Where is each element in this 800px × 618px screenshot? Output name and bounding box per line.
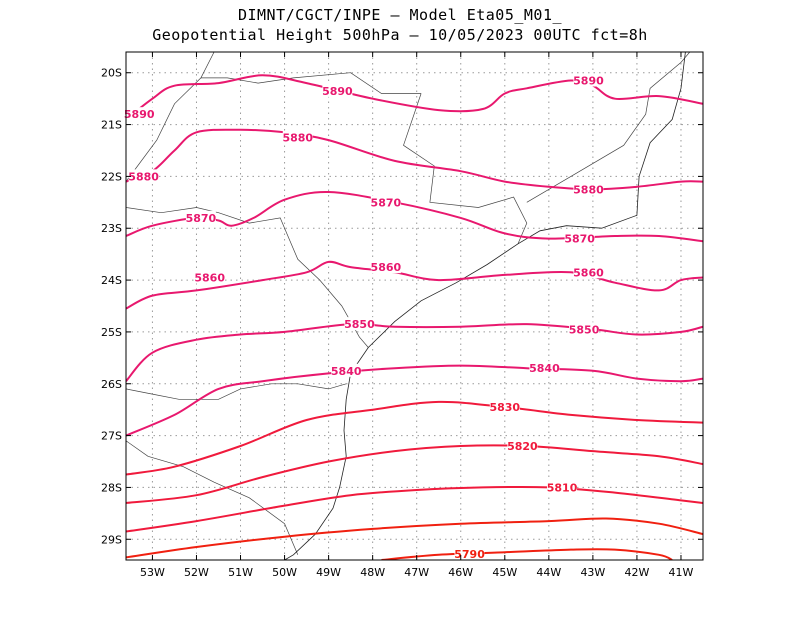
x-tick-label: 44W — [536, 566, 561, 579]
contour-label-bg — [344, 317, 375, 331]
contour-label: 5880 — [573, 183, 604, 196]
coastline-segment — [284, 52, 686, 560]
contour-label-bg — [185, 210, 216, 224]
contour-label: 5850 — [569, 323, 600, 336]
contour-label: 5810 — [547, 481, 578, 494]
x-tick-label: 52W — [184, 566, 209, 579]
contour-label-bg — [370, 195, 401, 209]
contour-label: 5840 — [529, 362, 560, 375]
state-border — [126, 52, 215, 182]
contour-5810 — [126, 485, 703, 533]
contour-5880 — [126, 128, 703, 191]
x-tick-label: 42W — [624, 566, 649, 579]
x-tick-label: 45W — [492, 566, 517, 579]
contour-label: 5860 — [573, 266, 604, 279]
contour-label-bg — [194, 270, 225, 284]
contour-5790 — [381, 548, 673, 560]
x-tick-label: 49W — [316, 566, 341, 579]
contour-label-bg — [124, 107, 155, 121]
contour-label: 5880 — [128, 170, 159, 183]
contour-label-bg — [547, 480, 578, 494]
contour-label: 5890 — [573, 75, 604, 88]
contour-label-bg — [569, 322, 600, 336]
x-tick-label: 46W — [448, 566, 473, 579]
contour-labels: 5890 5890 5890 5880 5880 5880 5870 5870 5870 5860… — [124, 73, 604, 561]
contour-label-bg — [573, 73, 604, 87]
y-tick-label: 24S — [101, 274, 122, 287]
contour-label-bg — [573, 182, 604, 196]
longitude-axis: 53W 52W 51W 50W 49W 48W 47W 46W 45W 44W 43W 42W 41W — [140, 52, 694, 579]
contour-label: 5870 — [186, 212, 217, 225]
x-tick-label: 48W — [360, 566, 385, 579]
latitude-axis: 20S 21S 22S 23S 24S 25S 26S 27S 28S 29S — [101, 67, 703, 546]
coastline — [284, 52, 686, 560]
contour-label-bg — [322, 83, 353, 97]
contour-label-bg — [507, 438, 538, 452]
y-tick-label: 26S — [101, 378, 122, 391]
contour-label: 5840 — [331, 365, 362, 378]
contour-label: 5870 — [564, 233, 595, 246]
y-tick-label: 20S — [101, 67, 122, 80]
state-border — [126, 440, 299, 555]
state-border — [200, 72, 422, 94]
grid-lines — [126, 52, 703, 560]
map-frame — [125, 51, 704, 561]
contour-5800 — [126, 517, 703, 559]
y-tick-label: 22S — [101, 170, 122, 183]
contour-label-bg — [489, 400, 520, 414]
y-tick-label: 23S — [101, 222, 122, 235]
contour-label-bg — [573, 265, 604, 279]
contour-label: 5880 — [282, 132, 313, 145]
contour-label-bg — [128, 169, 159, 183]
contour-label: 5870 — [371, 196, 402, 209]
y-tick-label: 21S — [101, 119, 122, 132]
contour-label: 5890 — [322, 85, 353, 98]
contour-label: 5860 — [194, 271, 225, 284]
x-tick-label: 51W — [228, 566, 253, 579]
contour-label-bg — [370, 260, 401, 274]
x-tick-label: 41W — [669, 566, 694, 579]
y-tick-label: 28S — [101, 481, 122, 494]
contour-label: 5820 — [507, 440, 538, 453]
contour-label-bg — [331, 363, 362, 377]
state-border — [403, 93, 528, 244]
contour-label-bg — [529, 361, 560, 375]
contour-label: 5850 — [344, 318, 375, 331]
contour-label-bg — [282, 130, 313, 144]
contour-label: 5790 — [454, 548, 485, 561]
x-tick-label: 50W — [272, 566, 297, 579]
y-tick-label: 29S — [101, 533, 122, 546]
contour-5830 — [126, 400, 703, 476]
y-tick-label: 27S — [101, 430, 122, 443]
contour-label: 5860 — [371, 261, 402, 274]
contour-5860 — [126, 260, 703, 310]
contour-5850 — [126, 322, 703, 382]
map-title-line-2: Geopotential Height 500hPa – 10/05/2023 … — [152, 26, 648, 44]
x-tick-label: 47W — [404, 566, 429, 579]
state-borders — [126, 52, 691, 555]
contour-label: 5830 — [489, 401, 520, 414]
contour-label-bg — [454, 546, 485, 560]
contour-label-bg — [564, 231, 595, 245]
contour-label: 5890 — [124, 108, 155, 121]
contour-5820 — [126, 444, 703, 504]
y-tick-label: 25S — [101, 326, 122, 339]
state-border — [126, 383, 347, 400]
contour-5840 — [126, 364, 703, 437]
map-title-line-1: DIMNT/CGCT/INPE – Model Eta05_M01_ — [237, 6, 563, 24]
x-tick-label: 43W — [580, 566, 605, 579]
contour-5890 — [126, 74, 703, 121]
state-border — [126, 207, 369, 348]
contour-lines — [126, 74, 703, 560]
state-border — [526, 52, 691, 203]
x-tick-label: 53W — [140, 566, 165, 579]
